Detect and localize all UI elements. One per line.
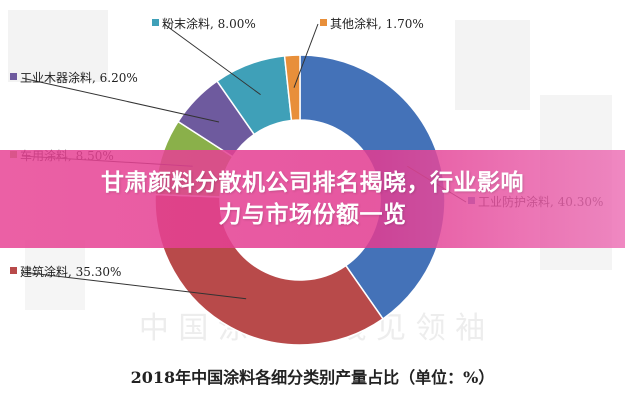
- legend-marker: [10, 267, 17, 274]
- legend-marker: [320, 19, 327, 26]
- slice-5: [283, 54, 301, 122]
- banner-title-line-2: 力与市场份额一览: [218, 202, 407, 228]
- leader-line: [21, 77, 220, 123]
- data-label: 建筑涂料, 35.30%: [20, 264, 121, 279]
- data-label: 其他涂料, 1.70%: [330, 16, 424, 31]
- slice-0: [299, 54, 446, 320]
- legend-marker: [152, 19, 159, 26]
- chart-caption: 2018年中国涂料各细分类别产量占比（单位：%）: [130, 368, 495, 387]
- legend-marker: [10, 73, 17, 80]
- data-label: 工业木器涂料, 6.20%: [20, 70, 138, 85]
- data-label: 粉末涂料, 8.00%: [162, 16, 256, 31]
- leader-line: [21, 271, 247, 300]
- leader-line: [163, 23, 261, 96]
- title-banner: 甘肃颜料分散机公司排名揭晓，行业影响 力与市场份额一览: [0, 150, 625, 248]
- banner-title-line-1: 甘肃颜料分散机公司排名揭晓，行业影响: [101, 170, 524, 196]
- leader-line: [293, 23, 319, 88]
